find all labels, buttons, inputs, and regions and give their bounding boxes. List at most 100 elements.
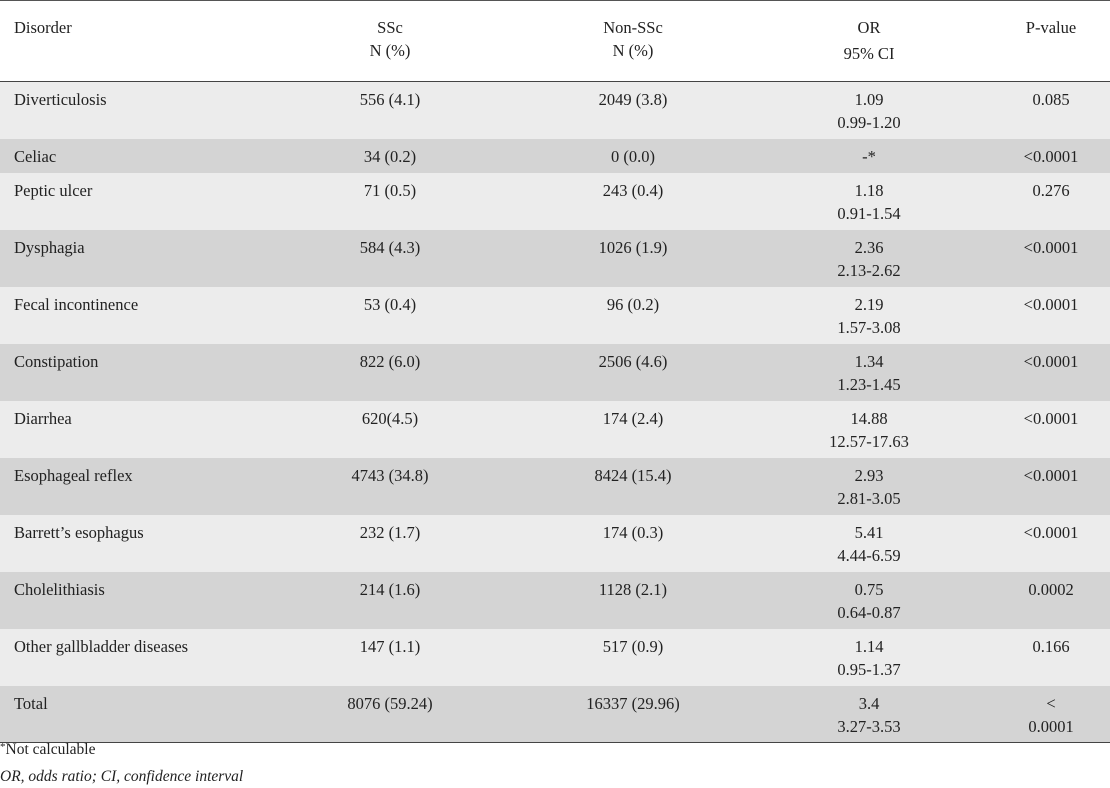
cell-or: 14.88 12.57-17.63 — [746, 401, 992, 458]
cell-ci-value: 3.27-3.53 — [837, 717, 901, 736]
cell-nonssc: 517 (0.9) — [602, 637, 664, 656]
cell-or: 1.14 0.95-1.37 — [746, 629, 992, 686]
table-row: Dysphagia 584 (4.3) 1026 (1.9) 2.36 2.13-… — [0, 230, 1110, 287]
cell-ci-value: 0.91-1.54 — [837, 204, 901, 223]
cell-disorder: Other gallbladder diseases — [14, 637, 189, 656]
cell-or-value: 2.93 — [854, 466, 884, 485]
cell-nonssc: 243 (0.4) — [602, 181, 664, 200]
cell-or: 3.4 3.27-3.53 — [746, 686, 992, 742]
footnote-abbreviations: OR, odds ratio; CI, confidence interval — [0, 768, 244, 785]
header-pvalue-text: P-value — [1025, 18, 1077, 37]
header-nonssc-line1: Non-SSc — [603, 18, 663, 37]
cell-disorder: Barrett’s esophagus — [14, 523, 144, 542]
cell-nonssc: 2049 (3.8) — [598, 90, 668, 109]
header-or: OR 95% CI — [746, 1, 992, 81]
cell-pvalue: 0.276 — [1032, 181, 1070, 200]
table-row: Barrett’s esophagus 232 (1.7) 174 (0.3) … — [0, 515, 1110, 572]
cell-ci-value: 2.81-3.05 — [837, 489, 901, 508]
table-row: Diverticulosis 556 (4.1) 2049 (3.8) 1.09… — [0, 82, 1110, 139]
cell-or: 5.41 4.44-6.59 — [746, 515, 992, 572]
cell-pvalue: 0.166 — [1032, 637, 1070, 656]
cell-or-value: 1.14 — [854, 637, 884, 656]
cell-or: 2.93 2.81-3.05 — [746, 458, 992, 515]
cell-pvalue-line2: 0.0001 — [1028, 717, 1074, 736]
cell-disorder: Total — [14, 694, 48, 713]
cell-ci-value: 0.99-1.20 — [837, 113, 901, 132]
cell-or-value: -* — [862, 147, 876, 166]
cell-disorder: Fecal incontinence — [14, 295, 139, 314]
cell-or-value: 3.4 — [858, 694, 880, 713]
cell-pvalue: <0.0001 — [1023, 147, 1079, 166]
cell-nonssc: 174 (2.4) — [602, 409, 664, 428]
table-total-row: Total 8076 (59.24) 16337 (29.96) 3.4 3.27… — [0, 686, 1110, 743]
table-row: Esophageal reflex 4743 (34.8) 8424 (15.4… — [0, 458, 1110, 515]
cell-or-value: 14.88 — [850, 409, 888, 428]
cell-ssc: 584 (4.3) — [359, 238, 421, 257]
cell-or-value: 0.75 — [854, 580, 884, 599]
cell-disorder: Dysphagia — [14, 238, 85, 257]
cell-nonssc: 1026 (1.9) — [598, 238, 668, 257]
table-row: Other gallbladder diseases 147 (1.1) 517… — [0, 629, 1110, 686]
header-or-line2: 95% CI — [843, 44, 895, 63]
header-ssc-line1: SSc — [377, 18, 403, 37]
cell-nonssc: 8424 (15.4) — [594, 466, 672, 485]
cell-pvalue: <0.0001 — [1023, 238, 1079, 257]
cell-or-value: 1.18 — [854, 181, 884, 200]
cell-or-value: 2.19 — [854, 295, 884, 314]
header-nonssc: Non-SSc N (%) — [520, 1, 746, 81]
cell-disorder: Peptic ulcer — [14, 181, 93, 200]
table-row: Cholelithiasis 214 (1.6) 1128 (2.1) 0.75… — [0, 572, 1110, 629]
cell-ssc: 4743 (34.8) — [351, 466, 429, 485]
cell-disorder: Diarrhea — [14, 409, 72, 428]
footnote-not-calculable: *Not calculable — [0, 741, 95, 759]
cell-ci-value: 0.64-0.87 — [837, 603, 901, 622]
cell-ssc: 232 (1.7) — [359, 523, 421, 542]
cell-pvalue: <0.0001 — [1023, 409, 1079, 428]
cell-pvalue: <0.0001 — [1023, 352, 1079, 371]
cell-disorder: Diverticulosis — [14, 90, 107, 109]
cell-ci-value: 2.13-2.62 — [837, 261, 901, 280]
cell-or: 1.34 1.23-1.45 — [746, 344, 992, 401]
cell-disorder: Cholelithiasis — [14, 580, 105, 599]
cell-pvalue: <0.0001 — [1023, 523, 1079, 542]
cell-ci-value: 1.57-3.08 — [837, 318, 901, 337]
cell-or-value: 1.09 — [854, 90, 884, 109]
cell-ssc: 556 (4.1) — [359, 90, 421, 109]
cell-or-value: 1.34 — [854, 352, 884, 371]
cell-ci-value: 4.44-6.59 — [837, 546, 901, 565]
cell-ssc: 53 (0.4) — [363, 295, 417, 314]
table-body: Diverticulosis 556 (4.1) 2049 (3.8) 1.09… — [0, 82, 1110, 743]
cell-or: 2.19 1.57-3.08 — [746, 287, 992, 344]
header-ssc: SSc N (%) — [260, 1, 520, 81]
cell-ci-value: 0.95-1.37 — [837, 660, 901, 679]
cell-or: 1.09 0.99-1.20 — [746, 82, 992, 139]
cell-ssc: 147 (1.1) — [359, 637, 421, 656]
cell-nonssc: 16337 (29.96) — [586, 694, 680, 713]
cell-ssc: 822 (6.0) — [359, 352, 421, 371]
cell-pvalue: 0.085 — [1032, 90, 1070, 109]
data-table: Disorder SSc N (%) Non-SSc N (%) OR 95% … — [0, 0, 1110, 743]
cell-disorder: Esophageal reflex — [14, 466, 133, 485]
header-pvalue: P-value — [992, 1, 1110, 81]
header-disorder: Disorder — [0, 1, 260, 81]
footnote-not-calculable-text: Not calculable — [5, 741, 96, 758]
cell-nonssc: 96 (0.2) — [606, 295, 660, 314]
cell-pvalue: <0.0001 — [1023, 295, 1079, 314]
header-ssc-line2: N (%) — [369, 41, 411, 60]
cell-or: -* — [746, 139, 992, 173]
cell-or: 2.36 2.13-2.62 — [746, 230, 992, 287]
table-row: Constipation 822 (6.0) 2506 (4.6) 1.34 1.… — [0, 344, 1110, 401]
cell-or: 0.75 0.64-0.87 — [746, 572, 992, 629]
cell-pvalue: <0.0001 — [1023, 466, 1079, 485]
cell-ci-value: 1.23-1.45 — [837, 375, 901, 394]
table-header-row: Disorder SSc N (%) Non-SSc N (%) OR 95% … — [0, 1, 1110, 82]
cell-pvalue: 0.0002 — [1028, 580, 1074, 599]
cell-or-value: 2.36 — [854, 238, 884, 257]
cell-nonssc: 2506 (4.6) — [598, 352, 668, 371]
cell-ssc: 8076 (59.24) — [347, 694, 433, 713]
cell-ssc: 214 (1.6) — [359, 580, 421, 599]
cell-or: 1.18 0.91-1.54 — [746, 173, 992, 230]
cell-nonssc: 0 (0.0) — [611, 147, 655, 166]
cell-pvalue: <0.0001 — [992, 686, 1110, 742]
header-disorder-text: Disorder — [14, 18, 72, 37]
